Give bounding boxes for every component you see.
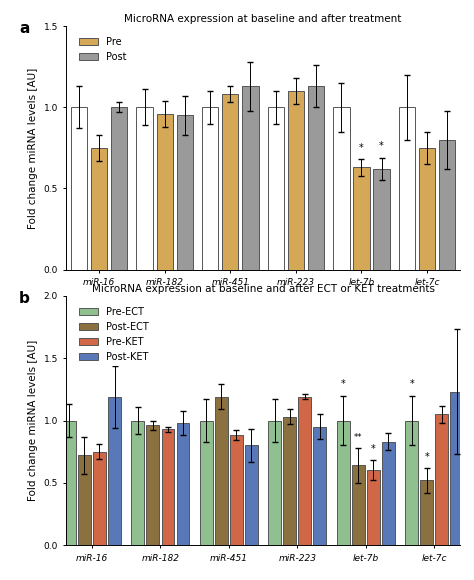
Title: MicroRNA expression at baseline and after treatment: MicroRNA expression at baseline and afte… — [124, 14, 402, 24]
Text: **: ** — [354, 433, 363, 442]
Text: *: * — [371, 444, 376, 454]
Bar — [200, 420, 213, 545]
Bar — [333, 107, 349, 270]
Bar — [156, 114, 173, 270]
Bar — [242, 86, 259, 270]
Bar — [177, 115, 193, 270]
Bar — [435, 414, 448, 545]
Bar — [420, 480, 433, 545]
Bar — [352, 465, 365, 545]
Bar — [93, 452, 106, 545]
Bar — [202, 107, 219, 270]
Bar — [268, 420, 281, 545]
Bar — [337, 420, 350, 545]
Bar — [419, 148, 435, 270]
Text: *: * — [409, 379, 414, 389]
Bar — [245, 445, 258, 545]
Text: *: * — [424, 452, 429, 462]
Bar — [222, 95, 238, 270]
Bar — [439, 140, 456, 270]
Bar — [146, 426, 159, 545]
Bar — [299, 397, 311, 545]
Bar — [91, 148, 107, 270]
Bar — [71, 107, 87, 270]
Bar — [313, 427, 326, 545]
Bar — [230, 436, 243, 545]
Bar — [131, 420, 144, 545]
Bar — [63, 420, 76, 545]
Bar — [308, 86, 324, 270]
Bar — [137, 107, 153, 270]
Text: *: * — [359, 143, 364, 153]
Legend: Pre, Post: Pre, Post — [75, 34, 131, 66]
Text: b: b — [19, 291, 30, 306]
Bar — [111, 107, 128, 270]
Title: MicroRNA expression at baseline and after ECT or KET treatments: MicroRNA expression at baseline and afte… — [91, 284, 435, 293]
Bar — [162, 429, 174, 545]
Bar — [288, 91, 304, 270]
Bar — [283, 417, 296, 545]
Bar — [374, 169, 390, 270]
Bar — [108, 397, 121, 545]
Y-axis label: Fold change miRNA levels [AU]: Fold change miRNA levels [AU] — [28, 340, 38, 501]
Text: a: a — [19, 21, 29, 36]
Bar — [78, 455, 91, 545]
Bar — [353, 168, 370, 270]
Bar — [399, 107, 415, 270]
Bar — [267, 107, 284, 270]
Bar — [450, 392, 463, 545]
Bar — [405, 420, 418, 545]
Bar — [382, 442, 395, 545]
Bar — [367, 470, 380, 545]
Legend: Pre-ECT, Post-ECT, Pre-KET, Post-KET: Pre-ECT, Post-ECT, Pre-KET, Post-KET — [75, 303, 153, 365]
Y-axis label: Fold change miRNA levels [AU]: Fold change miRNA levels [AU] — [28, 67, 38, 229]
Text: *: * — [379, 141, 384, 151]
Text: *: * — [341, 379, 346, 389]
Bar — [215, 397, 228, 545]
Bar — [176, 423, 189, 545]
